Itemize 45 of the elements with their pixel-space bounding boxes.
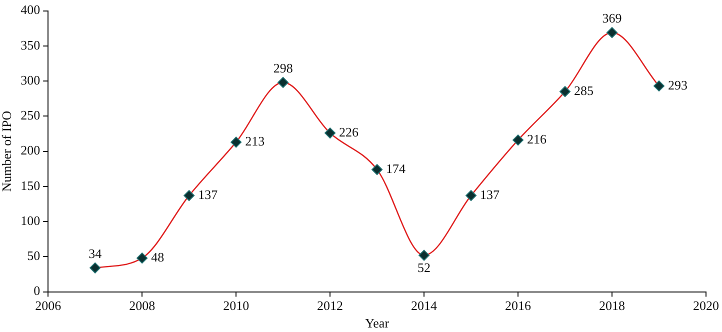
y-tick-label: 100 [20,212,40,228]
point [372,164,383,176]
x-tick-label: 2020 [693,298,719,314]
y-tick-label: 300 [20,72,40,88]
data-label: 298 [273,60,293,76]
x-tick-label: 2018 [599,298,626,314]
point [230,136,242,148]
point [184,190,195,202]
data-label: 226 [339,124,360,140]
point [606,27,618,38]
point [418,250,430,261]
data-label: 369 [602,10,622,26]
point [560,86,571,98]
data-label: 285 [574,83,594,98]
x-tick-label: 2012 [317,298,344,314]
point [512,134,524,146]
point [278,76,289,88]
y-axis-title: Number of IPO [0,110,14,192]
data-label: 48 [151,250,164,264]
x-tick-label: 2016 [505,298,532,314]
data-label: 52 [418,260,431,276]
y-tick-label: 150 [20,178,40,193]
y-tick-label: 400 [20,2,40,18]
x-tick-label: 2010 [223,298,250,314]
data-label: 174 [386,160,406,176]
x-tick-label: 2006 [35,298,62,314]
data-label: 216 [527,131,548,146]
data-label: 137 [198,186,218,202]
x-tick-label: 2008 [129,298,156,314]
point [324,128,336,139]
y-tick-label: 0 [34,283,40,298]
data-label: 34 [88,246,102,261]
point [90,262,101,274]
y-tick-label: 350 [20,37,40,52]
y-tick-label: 250 [20,108,40,123]
y-tick-label: 200 [20,142,40,158]
x-axis-title: Year [365,316,390,331]
data-label: 213 [245,134,265,149]
point [136,252,148,264]
y-tick-label: 50 [27,248,40,264]
data-label: 137 [480,186,500,202]
point [654,80,665,92]
x-tick-label: 2014 [411,298,438,314]
data-label: 293 [668,77,688,92]
point [466,190,477,202]
